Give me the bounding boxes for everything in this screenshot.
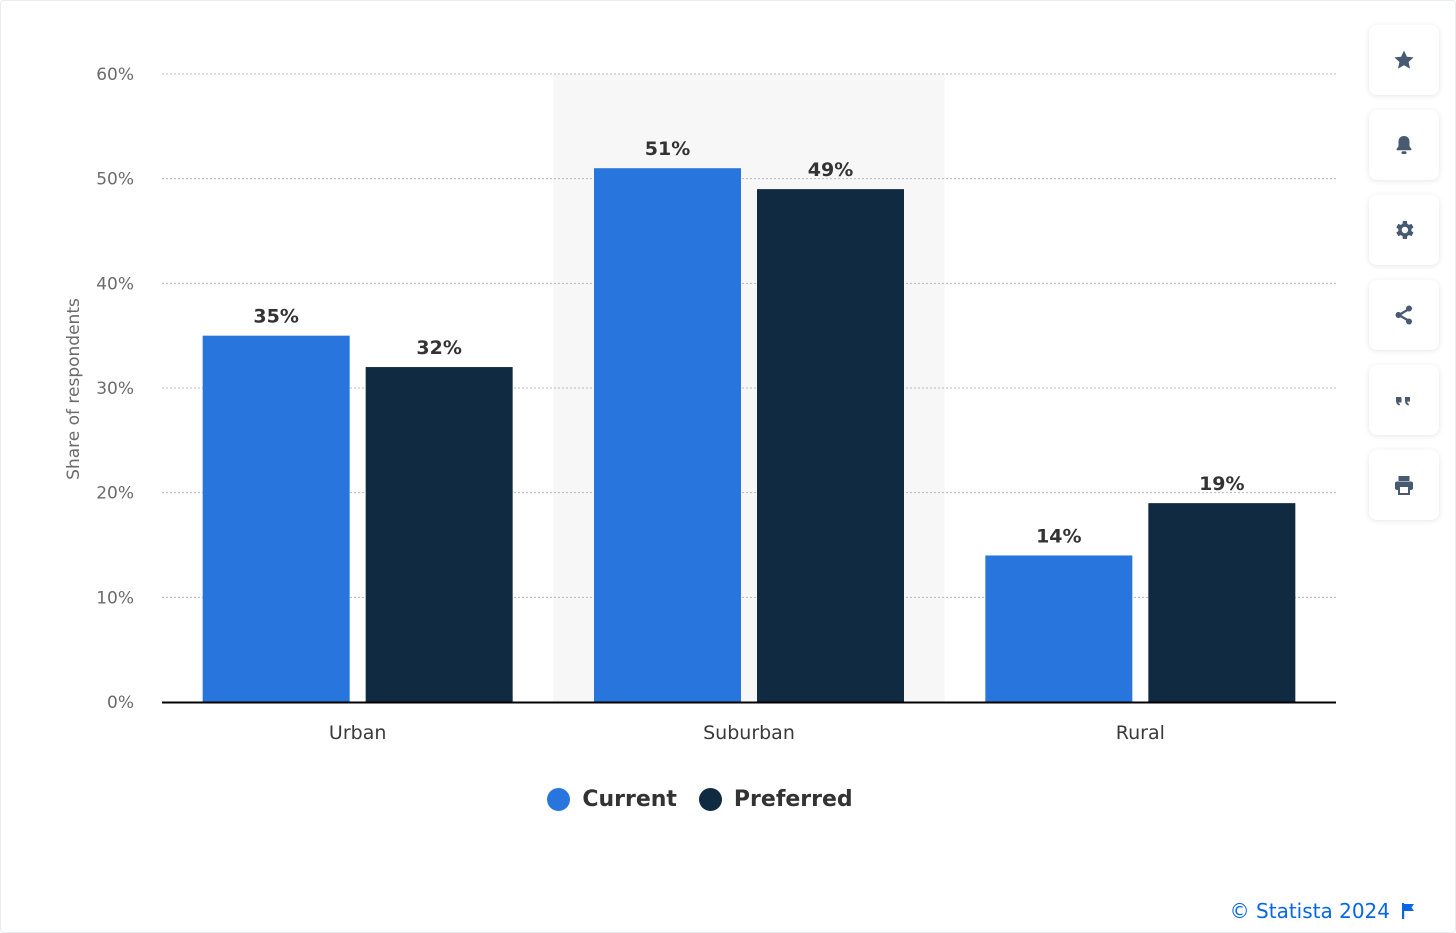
data-label: 49% [808, 159, 853, 181]
footer: © Statista 2024 [1230, 899, 1416, 923]
x-tick-label: Urban [329, 722, 386, 744]
chart-toolbar [1369, 25, 1439, 535]
bar-preferred-rural[interactable] [1148, 503, 1296, 702]
statista-credit-link[interactable]: © Statista 2024 [1229, 899, 1390, 923]
data-label: 35% [253, 306, 298, 328]
data-label: 14% [1036, 525, 1081, 547]
bar-current-suburban[interactable] [594, 168, 741, 702]
y-tick-label: 30% [96, 379, 134, 399]
flag-icon[interactable] [1400, 902, 1416, 920]
legend-marker-preferred [698, 788, 722, 811]
cite-button[interactable] [1369, 365, 1439, 435]
bar-preferred-urban[interactable] [365, 367, 513, 702]
legend-item-current[interactable]: Current [547, 787, 677, 812]
print-button[interactable] [1369, 450, 1439, 520]
data-label: 32% [416, 337, 461, 359]
share-button[interactable] [1369, 280, 1439, 350]
x-tick-label: Suburban [703, 722, 795, 744]
y-tick-label: 20% [96, 484, 134, 504]
bell-icon [1396, 136, 1412, 154]
bar-current-rural[interactable] [985, 555, 1133, 702]
print-icon [1395, 476, 1413, 495]
y-tick-label: 0% [107, 693, 134, 713]
data-label: 51% [645, 138, 690, 160]
y-tick-label: 60% [96, 65, 134, 85]
favorite-button[interactable] [1369, 25, 1439, 95]
share-icon [1395, 305, 1412, 325]
legend-label-current: Current [582, 787, 677, 812]
y-tick-label: 10% [96, 588, 134, 608]
notification-button[interactable] [1369, 110, 1439, 180]
legend-label-preferred: Preferred [733, 787, 853, 812]
y-axis-title: Share of respondents [64, 298, 84, 480]
y-tick-label: 40% [96, 274, 134, 294]
bar-current-urban[interactable] [202, 335, 350, 702]
bar-preferred-suburban[interactable] [757, 189, 904, 703]
x-tick-label: Rural [1116, 722, 1165, 744]
settings-button[interactable] [1369, 195, 1439, 265]
quote-icon [1396, 397, 1410, 406]
star-icon [1394, 50, 1414, 69]
data-label: 19% [1199, 473, 1244, 495]
legend-marker-current [547, 788, 571, 811]
chart-legend: Current Preferred [0, 787, 1400, 812]
legend-item-preferred[interactable]: Preferred [698, 787, 853, 812]
gear-icon [1396, 221, 1414, 239]
y-tick-label: 50% [96, 170, 134, 190]
